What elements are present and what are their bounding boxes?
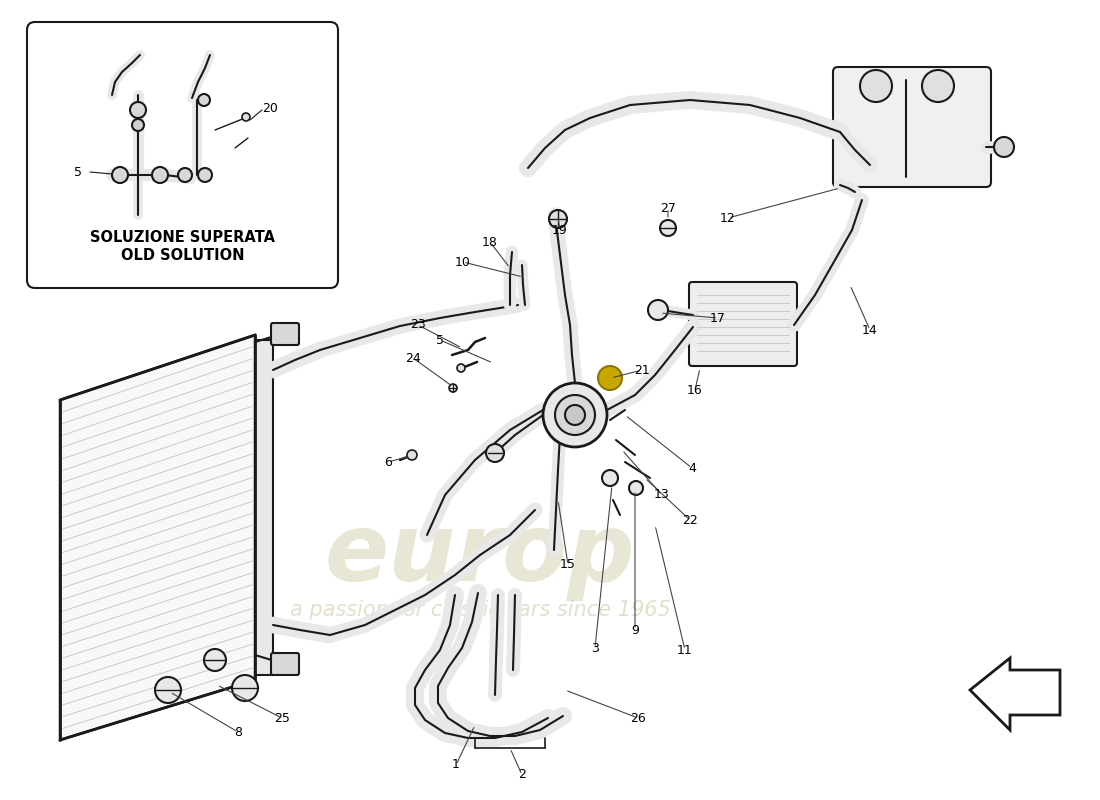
Text: 22: 22 xyxy=(682,514,697,526)
Text: 24: 24 xyxy=(405,351,421,365)
Circle shape xyxy=(565,405,585,425)
Text: 12: 12 xyxy=(720,211,736,225)
Circle shape xyxy=(204,649,226,671)
Text: SOLUZIONE SUPERATA: SOLUZIONE SUPERATA xyxy=(90,230,275,246)
Circle shape xyxy=(232,675,258,701)
Circle shape xyxy=(629,481,644,495)
Text: 19: 19 xyxy=(552,223,568,237)
Circle shape xyxy=(860,70,892,102)
Text: 18: 18 xyxy=(482,235,498,249)
Circle shape xyxy=(152,167,168,183)
Circle shape xyxy=(155,677,182,703)
Text: 8: 8 xyxy=(234,726,242,738)
Circle shape xyxy=(198,168,212,182)
FancyBboxPatch shape xyxy=(271,323,299,345)
FancyBboxPatch shape xyxy=(28,22,338,288)
Circle shape xyxy=(130,102,146,118)
Circle shape xyxy=(602,470,618,486)
Text: 5: 5 xyxy=(74,166,82,178)
Circle shape xyxy=(198,94,210,106)
Text: 16: 16 xyxy=(688,383,703,397)
Text: 14: 14 xyxy=(862,323,878,337)
Text: 9: 9 xyxy=(631,623,639,637)
Circle shape xyxy=(543,383,607,447)
Text: 11: 11 xyxy=(678,643,693,657)
Text: 4: 4 xyxy=(689,462,696,474)
FancyBboxPatch shape xyxy=(833,67,991,187)
Circle shape xyxy=(456,364,465,372)
Circle shape xyxy=(994,137,1014,157)
Text: europ: europ xyxy=(324,509,636,601)
Text: 20: 20 xyxy=(262,102,278,114)
Text: a passion for classic cars since 1965: a passion for classic cars since 1965 xyxy=(289,600,670,620)
Circle shape xyxy=(242,113,250,121)
Polygon shape xyxy=(970,658,1060,730)
Text: 17: 17 xyxy=(711,311,726,325)
Text: 26: 26 xyxy=(630,711,646,725)
Circle shape xyxy=(112,167,128,183)
Text: 2: 2 xyxy=(518,769,526,782)
Text: 3: 3 xyxy=(591,642,598,654)
Circle shape xyxy=(449,384,456,392)
Text: 25: 25 xyxy=(274,711,290,725)
Circle shape xyxy=(922,70,954,102)
Circle shape xyxy=(648,300,668,320)
Circle shape xyxy=(598,366,622,390)
Text: 13: 13 xyxy=(654,489,670,502)
Polygon shape xyxy=(60,335,255,740)
Text: 10: 10 xyxy=(455,255,471,269)
Circle shape xyxy=(549,210,566,228)
Circle shape xyxy=(407,450,417,460)
Text: OLD SOLUTION: OLD SOLUTION xyxy=(121,249,244,263)
Circle shape xyxy=(660,220,676,236)
Circle shape xyxy=(178,168,192,182)
Text: 1: 1 xyxy=(452,758,460,771)
Text: 5: 5 xyxy=(436,334,444,346)
FancyBboxPatch shape xyxy=(271,653,299,675)
Text: 6: 6 xyxy=(384,455,392,469)
Text: 27: 27 xyxy=(660,202,675,214)
FancyBboxPatch shape xyxy=(689,282,798,366)
Text: 21: 21 xyxy=(634,363,650,377)
Bar xyxy=(255,340,273,675)
Circle shape xyxy=(132,119,144,131)
Circle shape xyxy=(486,444,504,462)
Text: 15: 15 xyxy=(560,558,576,571)
Circle shape xyxy=(556,395,595,435)
Text: 23: 23 xyxy=(410,318,426,331)
